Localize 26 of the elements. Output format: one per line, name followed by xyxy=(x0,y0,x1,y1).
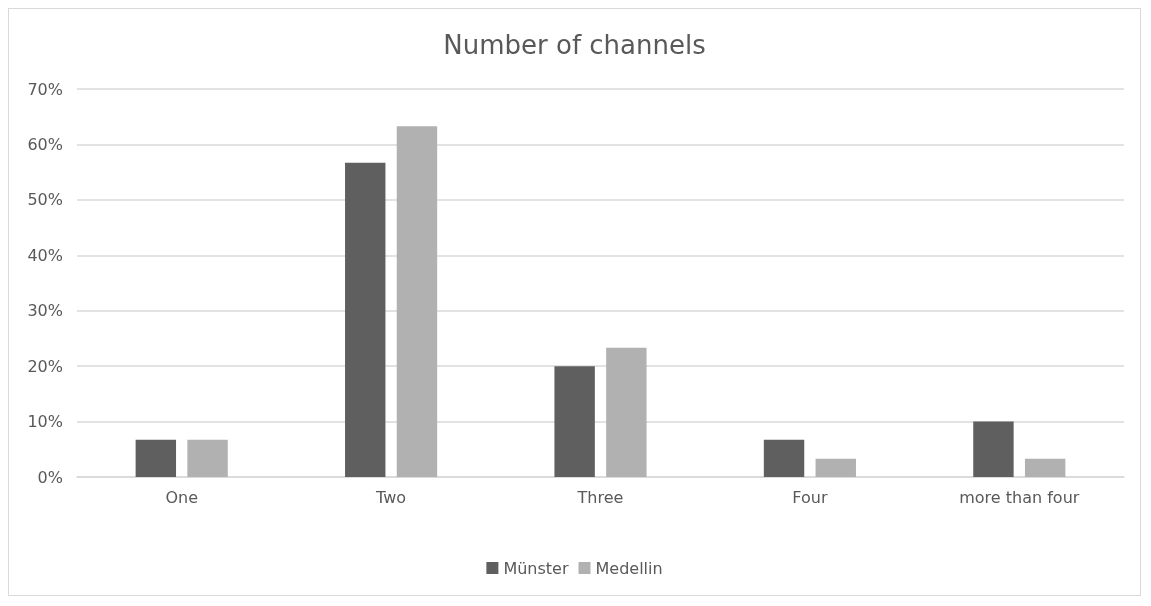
legend-label: Medellin xyxy=(595,558,663,578)
y-tick-label: 50% xyxy=(27,190,63,210)
y-tick-label: 10% xyxy=(27,412,63,432)
bar xyxy=(396,126,438,477)
x-tick-label: more than four xyxy=(959,487,1080,507)
y-tick-label: 70% xyxy=(27,79,63,99)
y-tick-label: 0% xyxy=(37,467,63,487)
bar xyxy=(1024,458,1066,477)
legend-label: Münster xyxy=(503,558,569,578)
x-tick-label: Four xyxy=(792,487,828,507)
x-tick-label: Three xyxy=(576,487,624,507)
bar xyxy=(815,458,856,477)
y-tick-label: 30% xyxy=(27,301,63,321)
y-tick-label: 60% xyxy=(27,134,63,154)
bar xyxy=(763,439,805,477)
bar xyxy=(345,162,386,477)
bar xyxy=(606,347,647,477)
y-tick-label: 40% xyxy=(27,245,63,265)
bar xyxy=(187,439,228,477)
bar xyxy=(973,421,1014,477)
x-tick-label: Two xyxy=(375,487,407,507)
y-tick-label: 20% xyxy=(27,356,63,376)
bar xyxy=(554,366,595,477)
chart-title: Number of channels xyxy=(443,30,706,60)
bar xyxy=(135,439,177,477)
x-tick-label: One xyxy=(165,487,198,507)
